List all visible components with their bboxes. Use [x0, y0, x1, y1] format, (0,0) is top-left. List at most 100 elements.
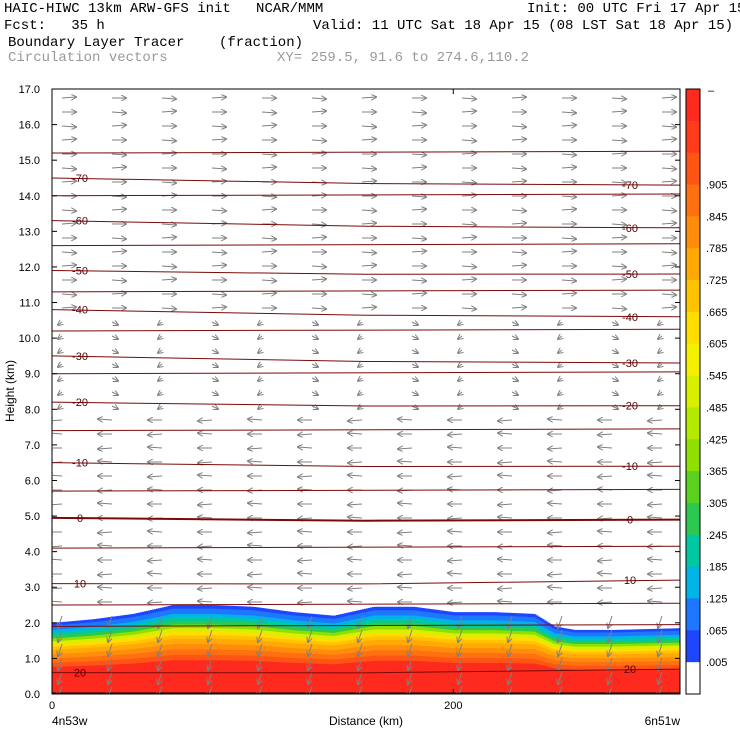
tracer-cell [74, 653, 77, 658]
tracer-cell [172, 614, 175, 619]
tracer-cell [490, 626, 493, 631]
tracer-cell [246, 639, 249, 646]
tracer-cell [288, 652, 291, 659]
tracer-cell [644, 657, 647, 663]
tracer-cell [462, 648, 465, 654]
tracer-cell [642, 643, 645, 647]
tracer-cell [172, 617, 175, 622]
tracer-cell [80, 627, 83, 632]
tracer-cell [378, 622, 381, 627]
tracer-cell [492, 620, 495, 625]
tracer-cell [368, 633, 371, 638]
tracer-cell [598, 644, 601, 648]
tracer-cell [190, 631, 193, 636]
tracer-cell [604, 638, 607, 642]
tracer-cell [438, 635, 441, 640]
wind-vector [361, 265, 376, 266]
tracer-cell [618, 661, 621, 667]
tracer-cell [318, 649, 321, 655]
tracer-cell [400, 650, 403, 657]
tracer-cell [662, 631, 665, 636]
tracer-cell [320, 654, 323, 660]
tracer-cell [236, 639, 239, 646]
tracer-cell [98, 626, 101, 630]
tracer-cell [388, 636, 391, 641]
wind-vector [358, 378, 362, 381]
tracer-cell [502, 627, 505, 631]
tracer-cell [518, 624, 521, 629]
tracer-cell [464, 630, 467, 634]
tracer-cell [432, 621, 435, 626]
tracer-cell [394, 639, 397, 646]
tracer-cell [536, 650, 539, 656]
tracer-cell [636, 643, 639, 647]
tracer-cell [394, 622, 397, 627]
tracer-cell [372, 610, 375, 617]
tracer-cell [182, 644, 185, 651]
tracer-cell [564, 642, 567, 646]
tracer-cell [124, 626, 127, 630]
tracer-cell [502, 630, 505, 635]
tracer-cell [82, 620, 85, 624]
tracer-cell [348, 662, 351, 694]
tracer-cell [280, 652, 283, 658]
wind-vector [161, 111, 176, 112]
tracer-cell [90, 632, 93, 637]
tracer-cell [58, 658, 61, 663]
tracer-cell [504, 627, 507, 632]
tracer-cell [178, 608, 181, 615]
tracer-cell [236, 655, 239, 662]
tracer-cell [338, 617, 341, 624]
tracer-cell [606, 646, 609, 650]
tracer-cell [454, 633, 457, 638]
wind-vector [411, 154, 426, 155]
tracer-cell [676, 647, 679, 652]
tracer-cell [630, 635, 633, 640]
tracer-cell [378, 615, 381, 620]
tracer-cell [58, 643, 61, 648]
wind-vector [408, 685, 413, 694]
tracer-cell [130, 658, 133, 665]
wind-vector [298, 476, 313, 477]
wind-vector [411, 336, 418, 339]
wind-vector [258, 406, 262, 409]
tracer-cell [286, 652, 289, 659]
tracer-cell [558, 656, 561, 662]
tracer-cell [230, 655, 233, 661]
tracer-cell [514, 663, 517, 694]
wind-vector [398, 545, 413, 546]
tracer-cell [108, 660, 111, 666]
tracer-cell [74, 620, 77, 625]
wind-vector [458, 350, 462, 353]
tracer-cell [252, 610, 255, 616]
tracer-cell [228, 625, 231, 630]
tracer-cell [222, 605, 225, 610]
tracer-cell [448, 611, 451, 616]
tracer-cell [436, 628, 439, 633]
tracer-cell [88, 619, 91, 624]
tracer-cell [576, 665, 579, 671]
tracer-cell [80, 620, 83, 624]
tracer-cell [424, 630, 427, 635]
tracer-cell [550, 626, 553, 632]
tracer-cell [158, 661, 161, 694]
tracer-cell [444, 625, 447, 630]
tracer-cell [178, 638, 181, 645]
tracer-cell [454, 612, 457, 616]
tracer-cell [516, 648, 519, 655]
tracer-cell [68, 653, 71, 659]
wind-vector [598, 476, 613, 477]
tracer-cell [204, 617, 207, 622]
tracer-cell [278, 613, 281, 620]
tracer-cell [170, 621, 173, 626]
wind-vector [411, 392, 418, 395]
tracer-cell [220, 628, 223, 633]
tracer-cell [678, 645, 680, 649]
tracer-cell [528, 616, 531, 623]
tracer-cell [484, 633, 487, 638]
tracer-cell [286, 611, 289, 616]
tracer-cell [174, 605, 177, 610]
tracer-cell [594, 644, 597, 648]
tracer-cell [472, 636, 475, 641]
tracer-cell [378, 639, 381, 646]
